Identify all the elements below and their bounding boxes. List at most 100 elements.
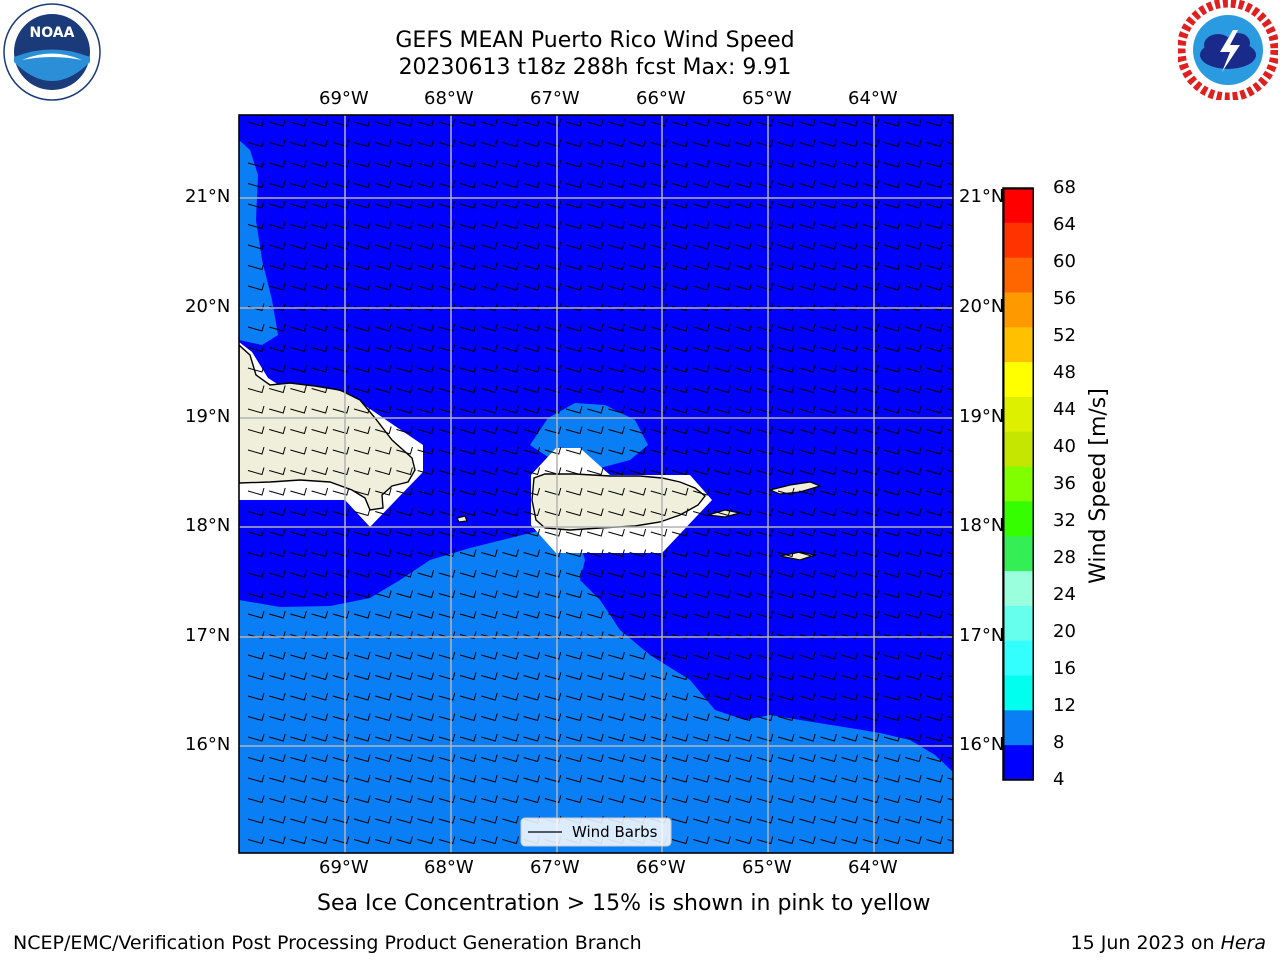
wind-barb: [523, 610, 541, 619]
wind-barb: [438, 241, 456, 250]
wind-barb: [247, 631, 265, 640]
wind-barb: [502, 795, 519, 804]
wind-barb: [820, 426, 837, 435]
wind-barb: [481, 344, 498, 353]
wind-barb: [587, 487, 604, 496]
wind-barb: [544, 508, 562, 517]
wind-barb: [247, 118, 265, 127]
wind-barb: [544, 733, 562, 742]
wind-barb: [269, 241, 286, 250]
wind-barb: [714, 467, 731, 476]
colorbar-band: [1003, 466, 1033, 502]
wind-barb: [438, 774, 456, 783]
wind-barb: [459, 836, 477, 845]
colorbar-tick-label: 36: [1053, 473, 1076, 494]
wind-barb: [481, 118, 498, 127]
wind-barb: [735, 426, 753, 435]
wind-barb: [544, 118, 562, 127]
wind-barb: [671, 795, 689, 804]
wind-barb: [247, 508, 265, 517]
wind-barb: [459, 549, 477, 558]
wind-barb: [544, 159, 562, 168]
graticule: [239, 115, 953, 853]
wind-barb: [565, 754, 583, 763]
wind-barb: [565, 241, 583, 250]
wind-barb: [481, 446, 498, 455]
wind-barb: [650, 528, 668, 537]
wind-barb: [290, 508, 307, 517]
wind-barb: [777, 323, 795, 332]
wind-barb: [693, 241, 710, 250]
wind-barb: [693, 569, 710, 578]
wind-barb: [544, 200, 562, 209]
wind-barb: [671, 672, 689, 681]
wind-barb: [629, 180, 647, 189]
wind-barb: [926, 221, 943, 230]
wind-barb: [459, 159, 477, 168]
wind-barb: [777, 200, 795, 209]
colorbar-band: [1003, 188, 1033, 224]
wind-barb: [269, 713, 286, 722]
footer-date-text: 15 Jun 2023 on: [1070, 932, 1221, 954]
legend-label: Wind Barbs: [572, 823, 658, 841]
wind-barb: [883, 672, 901, 681]
wind-barb: [417, 569, 435, 578]
wind-barb: [799, 651, 816, 660]
wind-barb: [862, 795, 880, 804]
wind-barb: [311, 754, 329, 763]
wind-barb: [820, 836, 837, 845]
wind-barb: [841, 282, 859, 291]
wind-barb: [650, 446, 668, 455]
wind-barb: [671, 487, 689, 496]
wind-barb: [756, 426, 774, 435]
colorbar-tick-label: 12: [1053, 695, 1076, 716]
wind-barb: [841, 241, 859, 250]
wind-barb: [459, 774, 477, 783]
wind-barb: [693, 139, 710, 148]
wind-barb: [735, 836, 753, 845]
wind-barb: [332, 344, 350, 353]
wind-barb: [247, 241, 265, 250]
wind-barb: [841, 774, 859, 783]
wind-barb: [714, 262, 731, 271]
wind-barb: [544, 364, 562, 373]
colorbar-tick-label: 48: [1053, 362, 1076, 383]
wind-barb: [332, 590, 350, 599]
lon-tick-bottom-64w: 64°W: [848, 857, 898, 878]
wind-barb: [608, 241, 625, 250]
wind-barb: [523, 569, 541, 578]
wind-barb: [311, 364, 329, 373]
wind-barb: [438, 795, 456, 804]
wind-barb: [544, 426, 562, 435]
wind-barb: [396, 774, 413, 783]
wind-barb: [290, 385, 307, 394]
wind-barb: [905, 692, 922, 701]
wind-barb: [481, 221, 498, 230]
wind-barb: [777, 774, 795, 783]
wind-barb: [247, 713, 265, 722]
wind-barb: [608, 467, 625, 476]
wind-barb: [417, 672, 435, 681]
wind-barb: [587, 241, 604, 250]
wind-barb: [417, 713, 435, 722]
wind-barb: [629, 733, 647, 742]
wind-barb: [608, 631, 625, 640]
wind-barb: [841, 672, 859, 681]
wind-barb: [587, 446, 604, 455]
wind-barb: [714, 631, 731, 640]
wind-barb: [629, 549, 647, 558]
wind-barb: [502, 139, 519, 148]
wind-barb: [862, 774, 880, 783]
colorbar-band: [1003, 222, 1033, 259]
wind-barb: [438, 282, 456, 291]
wind-barb: [459, 651, 477, 660]
wind-barb: [799, 241, 816, 250]
wind-barb: [777, 590, 795, 599]
wind-barb: [417, 590, 435, 599]
footer-date: 15 Jun 2023 on Hera: [1071, 932, 1266, 954]
colorbar-bands: [1003, 188, 1034, 781]
wind-barb: [883, 836, 901, 845]
nws-logo: [1176, 0, 1280, 102]
wind-barb: [544, 467, 562, 476]
wind-barb: [714, 692, 731, 701]
